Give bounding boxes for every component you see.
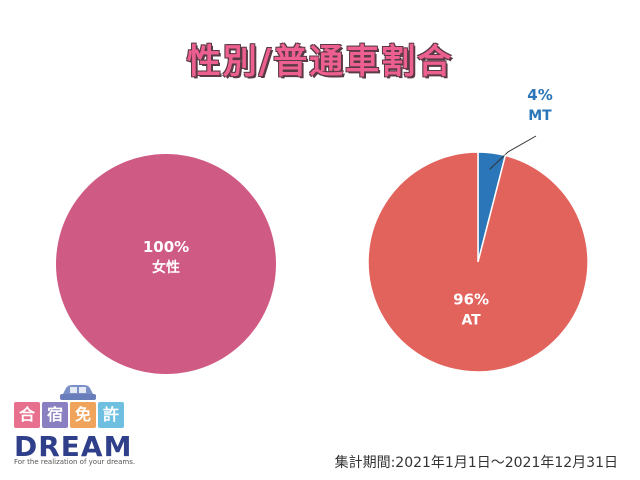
slice-value-label: 4% <box>527 86 552 104</box>
logo-char: 宿 <box>42 402 68 428</box>
pie-slice-0-0 <box>56 154 276 374</box>
logo-char: 合 <box>14 402 40 428</box>
slice-value-label: 100% <box>143 238 189 256</box>
pie-slice-1-1 <box>367 151 589 373</box>
logo-tagline: For the realization of your dreams. <box>14 458 136 466</box>
slice-name-label: 女性 <box>152 259 180 276</box>
logo-char: 免 <box>70 402 96 428</box>
chart-title: 性別/普通車割合 <box>186 42 454 82</box>
period-note: 集計期間:2021年1月1日〜2021年12月31日 <box>334 455 618 471</box>
slice-name-label: AT <box>461 313 481 329</box>
logo-wordmark: DREAM <box>14 430 133 463</box>
leader-line <box>489 135 537 170</box>
logo-char: 許 <box>98 402 124 428</box>
slice-value-label: 96% <box>453 291 489 309</box>
logo-characters: 合 宿 免 許 <box>14 402 124 428</box>
car-icon <box>60 385 96 400</box>
slice-name-label: MT <box>528 108 552 124</box>
dream-logo: 合 宿 免 許 DREAM For the realization of you… <box>14 380 146 470</box>
